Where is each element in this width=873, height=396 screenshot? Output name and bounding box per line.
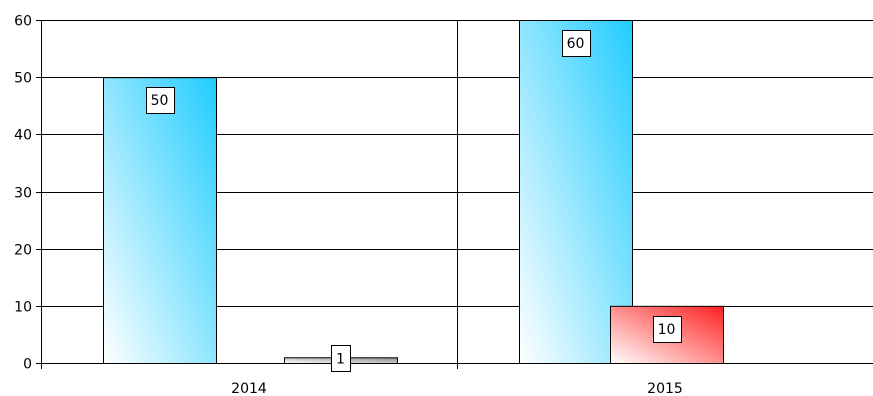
x-tick-label: 2014 — [231, 381, 267, 396]
y-tick-label: 10 — [14, 300, 32, 316]
data-label-box — [331, 345, 351, 372]
data-label: 10 — [658, 322, 676, 338]
data-label-box — [562, 30, 591, 57]
bars — [103, 20, 724, 365]
bar-series1-2014 — [103, 77, 217, 365]
y-tick-label: 40 — [14, 128, 32, 144]
data-label-box — [146, 87, 175, 114]
axes: 0 10 20 30 40 50 60 2014 2015 — [14, 14, 873, 396]
y-tick-label: 50 — [14, 71, 32, 87]
y-tick-label: 60 — [14, 14, 32, 30]
data-label-box — [653, 316, 682, 343]
data-label: 50 — [151, 93, 169, 109]
y-tick-label: 30 — [14, 186, 32, 202]
data-labels: 50 60 1 10 — [146, 30, 682, 372]
y-tick-label: 0 — [23, 357, 32, 373]
data-label: 1 — [336, 351, 345, 367]
data-label: 60 — [567, 36, 585, 52]
y-tick-label: 20 — [14, 243, 32, 259]
x-tick-label: 2015 — [647, 381, 683, 396]
